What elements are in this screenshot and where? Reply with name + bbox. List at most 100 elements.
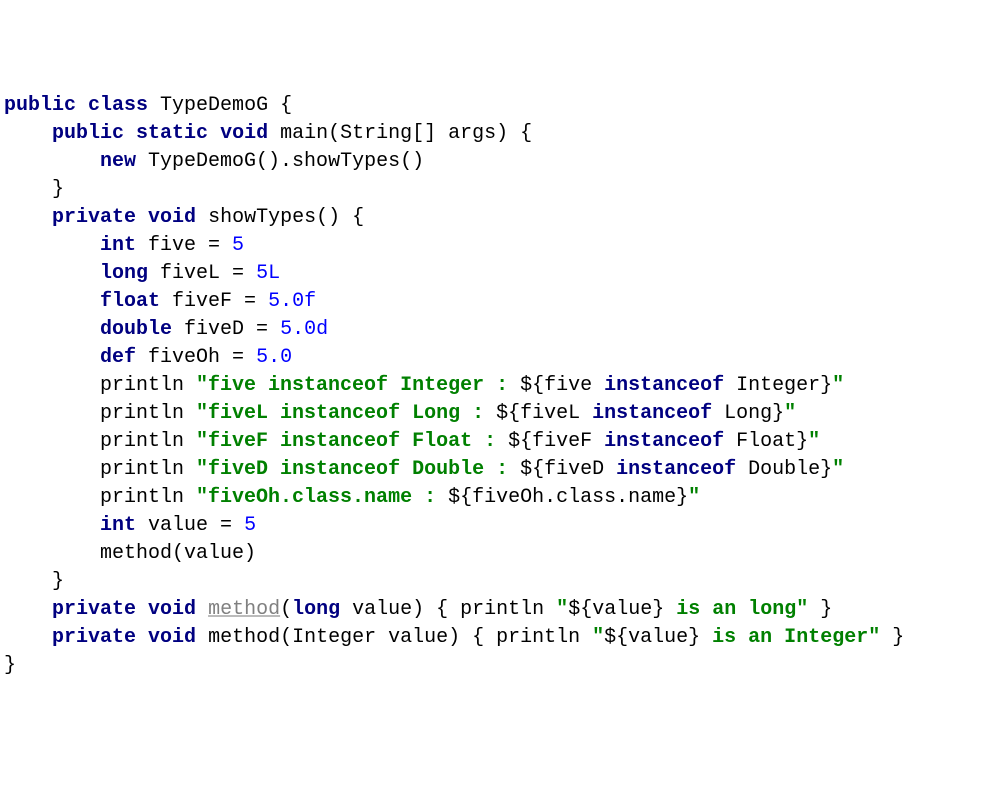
code-token-p: ${value} [604, 626, 700, 649]
code-token-kw: public [4, 94, 76, 117]
code-line: public class TypeDemoG { [4, 92, 983, 120]
code-token-str: " [688, 486, 700, 509]
code-token-p: ${fiveF [508, 430, 604, 453]
code-line: new TypeDemoG().showTypes() [4, 148, 983, 176]
code-token-unused: method [208, 598, 280, 621]
code-line: private void method(Integer value) { pri… [4, 624, 983, 652]
code-line: println "five instanceof Integer : ${fiv… [4, 372, 983, 400]
code-token-p: println [100, 458, 196, 481]
code-token-kw: instanceof [616, 458, 736, 481]
code-token-kw: def [100, 346, 136, 369]
code-token-p [136, 598, 148, 621]
code-line: long fiveL = 5L [4, 260, 983, 288]
code-token-p: println [100, 486, 196, 509]
code-token-kw: void [220, 122, 268, 145]
code-token-p: Integer} [724, 374, 832, 397]
code-token-p: showTypes() { [196, 206, 364, 229]
code-token-p: } [52, 178, 64, 201]
code-token-str: is an Integer" [700, 626, 880, 649]
code-token-kw: int [100, 234, 136, 257]
code-line: public static void main(String[] args) { [4, 120, 983, 148]
code-token-p: ${five [520, 374, 604, 397]
code-token-kw: double [100, 318, 172, 341]
code-token-p: method(value) [100, 542, 256, 565]
code-token-p [136, 626, 148, 649]
code-token-str: " [832, 374, 844, 397]
code-token-p [76, 94, 88, 117]
code-token-str: " [784, 402, 796, 425]
code-token-str: "fiveOh.class.name : [196, 486, 448, 509]
code-token-str: " [556, 598, 568, 621]
code-line: println "fiveD instanceof Double : ${fiv… [4, 456, 983, 484]
code-line: println "fiveOh.class.name : ${fiveOh.cl… [4, 484, 983, 512]
code-token-p: five = [136, 234, 232, 257]
code-line: } [4, 652, 983, 680]
code-token-kw: private [52, 206, 136, 229]
code-line: private void method(long value) { printl… [4, 596, 983, 624]
code-editor: public class TypeDemoG { public static v… [4, 92, 983, 680]
code-token-kw: class [88, 94, 148, 117]
code-token-kw: instanceof [604, 430, 724, 453]
code-token-kw: float [100, 290, 160, 313]
code-token-lit: 5 [244, 514, 256, 537]
code-line: println "fiveL instanceof Long : ${fiveL… [4, 400, 983, 428]
code-token-p: } [808, 598, 832, 621]
code-token-lit: 5.0f [268, 290, 316, 313]
code-token-p: ${fiveL [496, 402, 592, 425]
code-token-p: TypeDemoG { [148, 94, 292, 117]
code-line: } [4, 568, 983, 596]
code-token-lit: 5.0 [256, 346, 292, 369]
code-token-str: " [592, 626, 604, 649]
code-token-p [124, 122, 136, 145]
code-token-p: value = [136, 514, 244, 537]
code-token-p: println [100, 430, 196, 453]
code-token-p: ${fiveOh.class.name} [448, 486, 688, 509]
code-line: double fiveD = 5.0d [4, 316, 983, 344]
code-token-kw: void [148, 598, 196, 621]
code-token-str: "fiveL instanceof Long : [196, 402, 496, 425]
code-token-p: } [4, 654, 16, 677]
code-token-str: " [832, 458, 844, 481]
code-token-str: "fiveD instanceof Double : [196, 458, 520, 481]
code-token-p: println [100, 402, 196, 425]
code-token-p: fiveF = [160, 290, 268, 313]
code-token-str: " [808, 430, 820, 453]
code-token-p: TypeDemoG().showTypes() [136, 150, 424, 173]
code-token-p: println [100, 374, 196, 397]
code-token-str: "fiveF instanceof Float : [196, 430, 508, 453]
code-token-p: } [880, 626, 904, 649]
code-token-p: fiveL = [148, 262, 256, 285]
code-token-p: fiveD = [172, 318, 280, 341]
code-token-p [196, 598, 208, 621]
code-token-lit: 5 [232, 234, 244, 257]
code-token-str: "five instanceof Integer : [196, 374, 520, 397]
code-line: println "fiveF instanceof Float : ${five… [4, 428, 983, 456]
code-line: } [4, 176, 983, 204]
code-token-p: ${fiveD [520, 458, 616, 481]
code-line: int value = 5 [4, 512, 983, 540]
code-token-p: Float} [724, 430, 808, 453]
code-token-p: value) { println [340, 598, 556, 621]
code-token-kw: static [136, 122, 208, 145]
code-token-kw: long [292, 598, 340, 621]
code-token-lit: 5.0d [280, 318, 328, 341]
code-token-p [208, 122, 220, 145]
code-token-p: main(String[] args) { [268, 122, 532, 145]
code-line: float fiveF = 5.0f [4, 288, 983, 316]
code-token-kw: int [100, 514, 136, 537]
code-line: def fiveOh = 5.0 [4, 344, 983, 372]
code-line: int five = 5 [4, 232, 983, 260]
code-token-kw: private [52, 626, 136, 649]
code-token-p: Long} [712, 402, 784, 425]
code-token-kw: long [100, 262, 148, 285]
code-token-kw: instanceof [604, 374, 724, 397]
code-token-kw: void [148, 626, 196, 649]
code-token-kw: private [52, 598, 136, 621]
code-token-p: } [52, 570, 64, 593]
code-token-kw: new [100, 150, 136, 173]
code-token-p [136, 206, 148, 229]
code-token-p: ( [280, 598, 292, 621]
code-token-lit: 5L [256, 262, 280, 285]
code-token-p: method(Integer value) { println [196, 626, 592, 649]
code-token-str: is an long" [664, 598, 808, 621]
